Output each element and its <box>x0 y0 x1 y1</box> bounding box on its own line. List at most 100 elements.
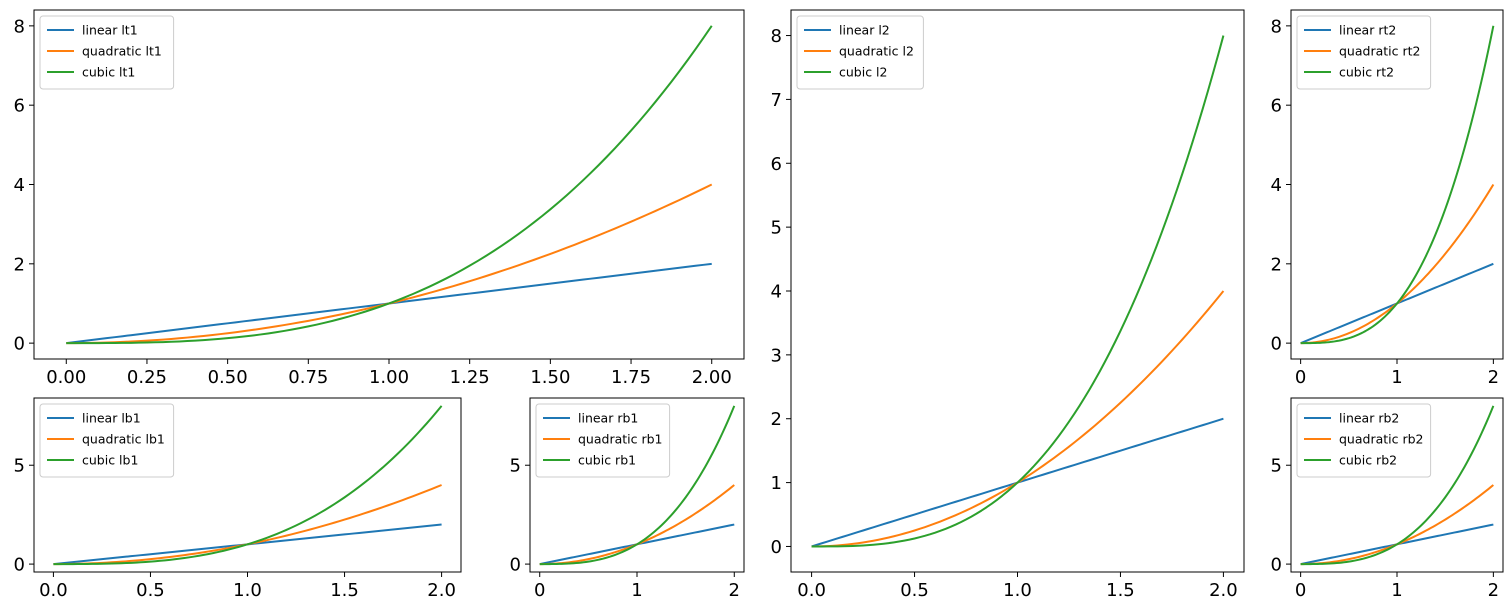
series-line-cubic-lb1 <box>53 405 443 566</box>
x-tick-label: 2 <box>1488 580 1499 601</box>
series-line-cubic-rt2 <box>1300 25 1495 345</box>
y-tick-label: 0 <box>510 555 521 576</box>
legend-label: linear lt1 <box>82 23 138 38</box>
y-tick-label: 2 <box>1271 254 1282 275</box>
x-tick-label: 1 <box>631 580 642 601</box>
legend-box <box>1296 403 1432 478</box>
y-tick-label: 4 <box>1271 175 1282 196</box>
legend-box <box>796 15 924 90</box>
x-tick-label: 1 <box>1391 580 1402 601</box>
y-tick-label: 6 <box>1271 96 1282 117</box>
y-tick-label: 5 <box>771 218 782 239</box>
x-tick-label: 0.00 <box>46 367 86 388</box>
legend-label: cubic rb2 <box>1339 453 1397 468</box>
series-group <box>1300 25 1495 345</box>
legend: linear rt2 quadratic rt2 cubic rt2 <box>1296 15 1432 90</box>
y-tick-label: 7 <box>771 90 782 111</box>
legend: linear rb1 quadratic rb1 cubic rb1 <box>535 403 671 478</box>
x-tick-label: 0.75 <box>288 367 328 388</box>
x-tick-label: 0.25 <box>127 367 167 388</box>
y-tick-label: 5 <box>14 456 25 477</box>
legend-label: cubic lb1 <box>82 453 138 468</box>
y-tick-label: 2 <box>14 254 25 275</box>
x-tick-label: 1.00 <box>369 367 409 388</box>
y-tick-label: 3 <box>771 345 782 366</box>
legend-box <box>39 15 175 90</box>
x-tick-label: 1.5 <box>330 580 359 601</box>
legend-label: linear lb1 <box>82 411 141 426</box>
series-group <box>539 405 736 566</box>
series-group <box>66 25 713 345</box>
x-tick-label: 2.0 <box>427 580 456 601</box>
y-tick-label: 4 <box>14 175 25 196</box>
y-tick-label: 0 <box>1271 334 1282 355</box>
series-line-quadratic-lt1 <box>66 183 713 345</box>
series-group <box>811 35 1225 548</box>
x-tick-label: 2 <box>729 580 740 601</box>
x-tick-label: 0 <box>534 580 545 601</box>
subplot-l2: 0.0 0.5 1.0 1.5 2.0 0 1 2 3 4 5 6 7 8 linear l2 quadrat… <box>771 9 1245 601</box>
y-tick-label: 6 <box>771 154 782 175</box>
legend-label: quadratic rb2 <box>1339 432 1424 447</box>
subplot-rt2: 0 1 2 0 2 4 6 8 linear rt2 quadratic rt2 cubic rt2 <box>1271 9 1504 388</box>
x-tick-label: 1 <box>1391 367 1402 388</box>
y-tick-label: 5 <box>1271 456 1282 477</box>
legend: linear lb1 quadratic lb1 cubic lb1 <box>39 403 175 478</box>
x-tick-label: 0.5 <box>136 580 165 601</box>
legend-label: cubic l2 <box>839 65 887 80</box>
x-tick-label: 1.0 <box>1003 580 1032 601</box>
x-tick-label: 0.5 <box>900 580 929 601</box>
y-tick-label: 0 <box>1271 555 1282 576</box>
x-tick-label: 1.25 <box>450 367 490 388</box>
y-tick-label: 0 <box>771 537 782 558</box>
legend-label: quadratic lb1 <box>82 432 165 447</box>
subplot-lt1: 0.00 0.25 0.50 0.75 1.00 1.25 1.50 1.75 2.00 0 2 4 6… <box>14 9 745 388</box>
legend-label: linear l2 <box>839 23 890 38</box>
legend: linear lt1 quadratic lt1 cubic lt1 <box>39 15 175 90</box>
x-tick-label: 2 <box>1488 367 1499 388</box>
legend-label: quadratic lt1 <box>82 44 162 59</box>
series-line-quadratic-rb2 <box>1300 484 1494 566</box>
x-tick-label: 1.50 <box>530 367 570 388</box>
subplot-lb1: 0.0 0.5 1.0 1.5 2.0 0 5 linear lb1 quadratic lb1… <box>14 397 462 601</box>
series-line-quadratic-lb1 <box>53 484 442 566</box>
x-tick-label: 1.5 <box>1106 580 1135 601</box>
legend-label: quadratic rb1 <box>578 432 663 447</box>
y-tick-label: 8 <box>771 26 782 47</box>
axes-frame <box>790 9 1245 573</box>
legend-label: linear rb2 <box>1339 411 1399 426</box>
x-tick-label: 0.0 <box>39 580 68 601</box>
series-line-quadratic-rb1 <box>539 484 735 566</box>
x-tick-label: 2.00 <box>692 367 732 388</box>
legend-label: quadratic rt2 <box>1339 44 1420 59</box>
legend-box <box>535 403 671 478</box>
subplot-rb1: 0 1 2 0 5 linear rb1 quadratic rb1 cubic rb1 <box>510 397 745 601</box>
y-tick-label: 8 <box>1271 16 1282 37</box>
x-tick-label: 1.75 <box>611 367 651 388</box>
legend-label: cubic rt2 <box>1339 65 1394 80</box>
y-tick-label: 0 <box>14 334 25 355</box>
y-tick-label: 0 <box>14 555 25 576</box>
legend: linear rb2 quadratic rb2 cubic rb2 <box>1296 403 1432 478</box>
series-line-cubic-rb1 <box>539 405 736 566</box>
x-tick-label: 0.50 <box>208 367 248 388</box>
x-tick-label: 2.0 <box>1209 580 1238 601</box>
y-tick-label: 4 <box>771 282 782 303</box>
legend-label: cubic lt1 <box>82 65 135 80</box>
y-tick-label: 8 <box>14 16 25 37</box>
legend-label: cubic rb1 <box>578 453 636 468</box>
subplot-rb2: 0 1 2 0 5 linear rb2 quadratic rb2 cubic rb2 <box>1271 397 1504 601</box>
legend-label: linear rb1 <box>578 411 638 426</box>
x-tick-label: 0 <box>1295 580 1306 601</box>
legend-label: quadratic l2 <box>839 44 914 59</box>
series-group <box>53 405 443 566</box>
series-line-quadratic-rt2 <box>1300 183 1495 345</box>
y-tick-label: 5 <box>510 456 521 477</box>
series-line-cubic-l2 <box>811 35 1225 548</box>
series-group <box>1300 405 1495 566</box>
series-line-quadratic-l2 <box>811 290 1225 548</box>
legend-label: linear rt2 <box>1339 23 1396 38</box>
series-line-cubic-rb2 <box>1300 405 1495 566</box>
legend: linear l2 quadratic l2 cubic l2 <box>796 15 924 90</box>
